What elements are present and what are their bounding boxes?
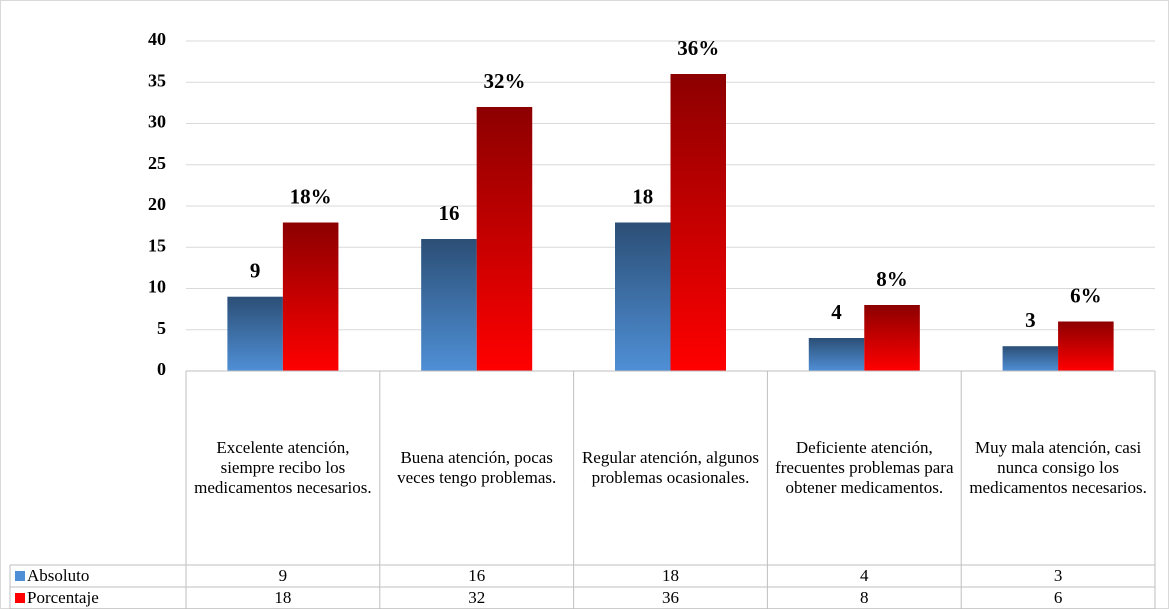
x-tick-label: Regular atención, algunos problemas ocas… bbox=[581, 448, 759, 487]
bar-shade bbox=[227, 296, 283, 371]
y-tick-label: 35 bbox=[148, 70, 166, 90]
legend-swatch bbox=[15, 571, 25, 581]
data-label: 4 bbox=[831, 300, 842, 324]
table-value: 18 bbox=[274, 588, 291, 607]
y-tick-label: 30 bbox=[148, 112, 166, 132]
data-label: 6% bbox=[1070, 283, 1102, 307]
bar-shade bbox=[1002, 346, 1059, 371]
table-value: 8 bbox=[860, 588, 869, 607]
x-tick-label: Buena atención, pocas veces tengo proble… bbox=[397, 448, 557, 487]
table-value: 18 bbox=[662, 566, 679, 585]
legend-label: Porcentaje bbox=[27, 588, 99, 607]
bar-shade bbox=[670, 74, 726, 371]
data-label: 16 bbox=[438, 201, 459, 225]
x-tick-label: Deficiente atención, frecuentes problema… bbox=[775, 438, 954, 497]
legend-swatch bbox=[15, 593, 25, 603]
x-tick-label-box: Buena atención, pocas veces tengo proble… bbox=[397, 448, 557, 487]
bar-shade bbox=[1058, 321, 1114, 371]
table-value: 9 bbox=[279, 566, 288, 585]
x-tick-label-box: Excelente atención, siempre recibo los m… bbox=[194, 438, 372, 497]
bar-shade bbox=[864, 305, 920, 371]
y-tick-label: 40 bbox=[148, 29, 166, 49]
table-value: 16 bbox=[468, 566, 485, 585]
y-tick-label: 20 bbox=[148, 194, 166, 214]
x-tick-label: Muy mala atención, casi nunca consigo lo… bbox=[969, 438, 1147, 497]
table-value: 36 bbox=[662, 588, 679, 607]
bar-shade bbox=[808, 338, 865, 371]
legend-label: Absoluto bbox=[27, 566, 89, 585]
data-label: 8% bbox=[876, 267, 908, 291]
bar-shade bbox=[476, 107, 533, 371]
table-value: 6 bbox=[1054, 588, 1063, 607]
y-tick-label: 5 bbox=[157, 318, 166, 338]
data-label: 32% bbox=[483, 69, 525, 93]
data-label: 3 bbox=[1025, 308, 1036, 332]
y-tick-label: 15 bbox=[148, 235, 166, 255]
bar-shade bbox=[282, 222, 339, 371]
data-label: 18 bbox=[632, 184, 653, 208]
data-label: 18% bbox=[290, 184, 332, 208]
data-label: 9 bbox=[250, 259, 261, 283]
data-label: 36% bbox=[677, 36, 719, 60]
bar-shade bbox=[615, 222, 671, 371]
y-tick-label: 10 bbox=[148, 277, 166, 297]
x-tick-label-box: Deficiente atención, frecuentes problema… bbox=[775, 438, 954, 497]
x-tick-label: Excelente atención, siempre recibo los m… bbox=[194, 438, 372, 497]
table-value: 32 bbox=[468, 588, 485, 607]
table-value: 3 bbox=[1054, 566, 1063, 585]
y-tick-label: 0 bbox=[157, 359, 166, 379]
x-tick-label-box: Regular atención, algunos problemas ocas… bbox=[581, 448, 759, 487]
y-tick-label: 25 bbox=[148, 153, 166, 173]
bar-shade bbox=[421, 239, 477, 371]
table-value: 4 bbox=[860, 566, 869, 585]
x-tick-label-box: Muy mala atención, casi nunca consigo lo… bbox=[969, 438, 1147, 497]
